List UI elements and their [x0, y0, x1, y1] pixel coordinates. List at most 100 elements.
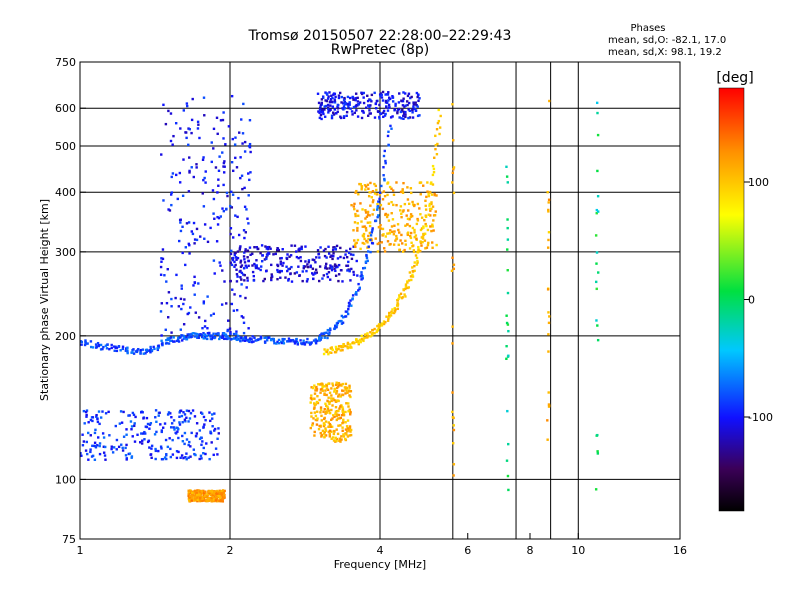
data-point — [204, 452, 207, 456]
data-point — [332, 414, 335, 417]
data-point — [222, 111, 225, 114]
data-point — [314, 389, 317, 392]
data-point — [411, 266, 414, 269]
data-point — [295, 250, 298, 253]
data-point — [188, 417, 192, 420]
data-point — [226, 335, 229, 338]
data-point — [319, 246, 322, 249]
data-point — [395, 237, 399, 240]
data-point — [91, 416, 95, 419]
data-point — [114, 346, 117, 349]
data-point — [185, 336, 188, 339]
data-point — [327, 382, 330, 386]
data-point — [376, 110, 380, 113]
data-point — [358, 286, 362, 289]
data-point — [202, 425, 205, 429]
data-point — [393, 230, 396, 233]
data-point — [217, 432, 220, 435]
data-point — [216, 453, 219, 456]
data-point — [404, 104, 407, 107]
data-point — [110, 447, 113, 451]
data-point — [338, 417, 341, 420]
data-point — [349, 253, 353, 256]
data-point — [235, 166, 239, 169]
data-point — [218, 499, 221, 503]
data-point — [150, 349, 154, 352]
data-point — [297, 248, 300, 251]
data-point — [336, 382, 340, 386]
data-point — [118, 422, 122, 425]
data-point — [350, 110, 354, 113]
data-point — [201, 491, 204, 495]
data-point — [82, 409, 86, 413]
data-point — [390, 200, 393, 204]
data-point — [217, 494, 221, 498]
data-point — [346, 103, 350, 106]
data-point — [371, 213, 374, 216]
data-point — [342, 115, 346, 118]
data-point — [409, 231, 413, 235]
data-point — [196, 120, 200, 124]
data-point — [213, 412, 216, 415]
data-point — [212, 498, 216, 501]
data-point — [299, 256, 302, 259]
data-point — [547, 350, 550, 353]
data-point — [93, 431, 97, 435]
data-point — [217, 184, 220, 187]
data-point — [348, 394, 351, 397]
data-point — [354, 338, 358, 342]
data-point — [355, 109, 358, 112]
data-point — [344, 344, 347, 348]
data-point — [221, 118, 225, 122]
data-point — [296, 343, 300, 346]
data-point — [178, 411, 181, 414]
data-point — [353, 207, 356, 211]
data-point — [322, 422, 326, 425]
data-point — [331, 105, 335, 108]
data-point — [243, 279, 246, 282]
data-point — [415, 222, 419, 226]
data-point — [336, 265, 339, 269]
data-point — [350, 267, 353, 271]
data-point — [415, 103, 418, 107]
data-point — [311, 267, 315, 270]
data-point — [314, 403, 317, 406]
data-point — [325, 404, 328, 408]
data-point — [199, 333, 202, 336]
data-point — [276, 277, 279, 281]
data-point — [547, 333, 550, 336]
data-point — [361, 274, 364, 278]
data-point — [266, 246, 269, 249]
data-point — [196, 489, 199, 492]
data-point — [192, 493, 195, 496]
data-point — [190, 496, 193, 500]
data-point — [160, 342, 164, 346]
data-point — [170, 415, 173, 419]
data-point — [505, 344, 508, 348]
data-point — [199, 496, 202, 500]
data-point — [328, 422, 332, 426]
data-point — [323, 423, 326, 426]
data-point — [191, 232, 195, 236]
data-point — [594, 234, 598, 237]
data-point — [272, 253, 275, 256]
data-point — [506, 323, 510, 326]
data-point — [212, 197, 216, 201]
data-point — [340, 319, 343, 323]
data-point — [176, 430, 179, 433]
data-point — [198, 457, 201, 461]
data-point — [250, 338, 253, 341]
data-point — [362, 96, 365, 99]
data-point — [202, 205, 206, 208]
data-point — [373, 192, 377, 195]
data-point — [335, 413, 339, 416]
data-point — [328, 331, 331, 334]
data-point — [423, 239, 427, 242]
data-point — [102, 345, 105, 349]
data-point — [314, 261, 317, 264]
data-point — [154, 416, 157, 419]
data-point — [183, 336, 186, 339]
data-point — [355, 189, 358, 193]
data-point — [416, 260, 419, 263]
